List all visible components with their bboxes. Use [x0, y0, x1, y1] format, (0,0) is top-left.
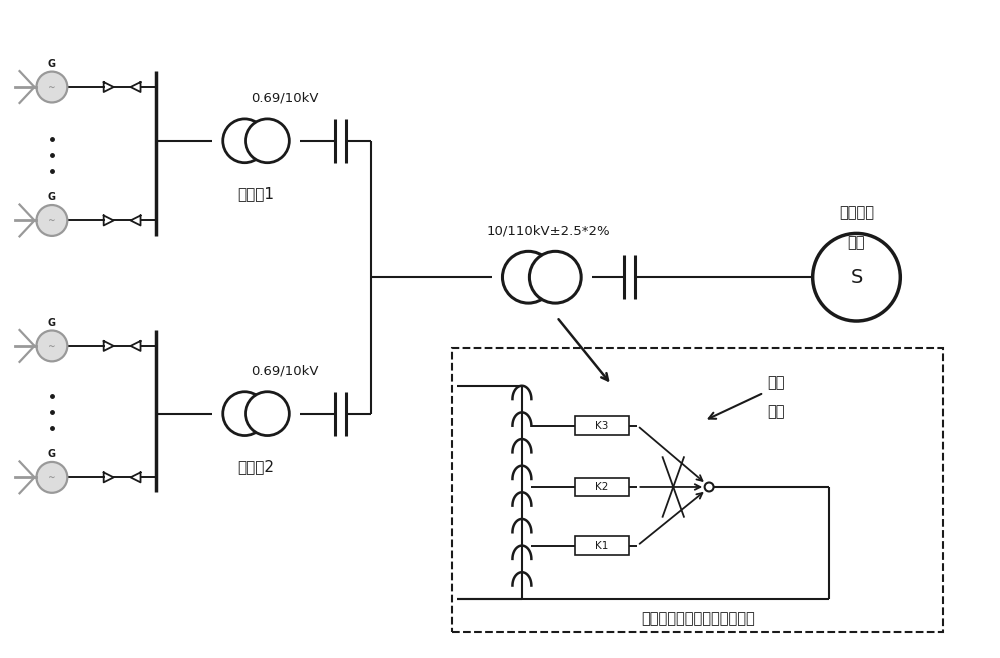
- Text: 电网: 电网: [848, 236, 865, 250]
- Circle shape: [502, 251, 554, 303]
- Text: S: S: [850, 268, 863, 287]
- Text: 0.69/10kV: 0.69/10kV: [251, 92, 319, 105]
- Text: 0.69/10kV: 0.69/10kV: [251, 365, 319, 378]
- Circle shape: [36, 205, 67, 236]
- Text: ~: ~: [48, 473, 56, 482]
- Text: G: G: [48, 318, 56, 328]
- Circle shape: [36, 462, 67, 493]
- Text: 升压厘1: 升压厘1: [238, 187, 275, 201]
- Text: ~: ~: [48, 342, 56, 351]
- Text: G: G: [48, 59, 56, 68]
- Text: K1: K1: [595, 541, 609, 551]
- Text: K3: K3: [595, 420, 609, 431]
- FancyBboxPatch shape: [575, 536, 629, 555]
- Text: ~: ~: [48, 216, 56, 225]
- Text: 交流等値: 交流等値: [839, 205, 874, 220]
- Text: 开关: 开关: [767, 405, 784, 420]
- Circle shape: [813, 234, 900, 321]
- Text: 快速开关控制分接头的变压器: 快速开关控制分接头的变压器: [641, 611, 755, 626]
- Circle shape: [529, 251, 581, 303]
- Text: G: G: [48, 192, 56, 202]
- Text: G: G: [48, 449, 56, 459]
- Circle shape: [36, 330, 67, 361]
- Circle shape: [705, 482, 714, 492]
- Circle shape: [246, 392, 289, 436]
- Text: ~: ~: [48, 82, 56, 91]
- Circle shape: [223, 119, 267, 163]
- Text: 快速: 快速: [767, 375, 784, 390]
- Text: 10/110kV±2.5*2%: 10/110kV±2.5*2%: [487, 224, 611, 238]
- Circle shape: [246, 119, 289, 163]
- Circle shape: [36, 72, 67, 103]
- FancyBboxPatch shape: [575, 478, 629, 496]
- Circle shape: [223, 392, 267, 436]
- Text: 升压厘2: 升压厘2: [238, 459, 275, 474]
- Text: K2: K2: [595, 482, 609, 492]
- FancyBboxPatch shape: [575, 417, 629, 435]
